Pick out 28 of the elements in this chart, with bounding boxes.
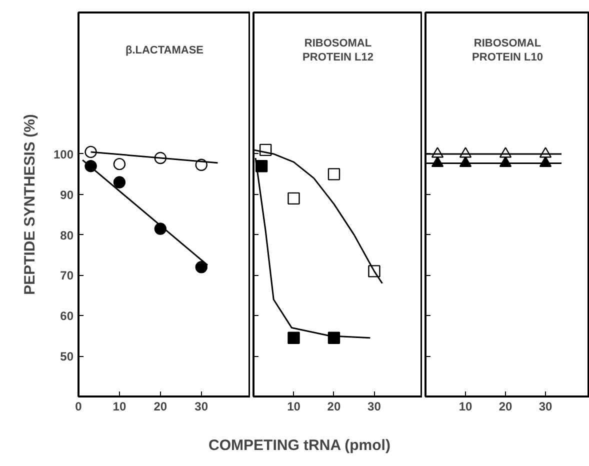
- text: RIBOSOMAL PROTEIN L10: [472, 37, 543, 64]
- x-tick-label: 20: [327, 400, 341, 414]
- y-tick-label: 70: [60, 268, 74, 283]
- x-tick-label: 20: [498, 400, 512, 414]
- point: [288, 192, 300, 205]
- x-tick-label: 30: [194, 400, 208, 414]
- point: [84, 146, 97, 158]
- point: [288, 332, 300, 344]
- x-tick-label: 10: [287, 400, 301, 414]
- x-tick-label: 10: [112, 400, 126, 414]
- x-tick-label: 0: [75, 400, 82, 414]
- point: [328, 168, 340, 180]
- text: RIBOSOMAL PROTEIN L12: [302, 37, 374, 64]
- y-tick-label: 100: [53, 147, 74, 162]
- x-tick-label: 30: [368, 400, 382, 414]
- y-tick-label: 60: [60, 309, 74, 324]
- x-axis-title: COMPETING tRNA (pmol): [208, 436, 390, 456]
- y-tick-label: 80: [60, 228, 74, 242]
- x-tick-label: 20: [154, 400, 168, 414]
- y-tick-label: 50: [60, 350, 74, 364]
- point: [113, 158, 126, 170]
- x-tick-label: 10: [458, 400, 472, 414]
- text: β.LACTAMASE: [126, 44, 204, 56]
- y-axis-title: PEPTIDE SYNTHESIS (%): [21, 114, 38, 295]
- y-tick-label: 90: [60, 188, 74, 202]
- x-tick-label: 30: [538, 400, 552, 414]
- point: [113, 176, 126, 188]
- point: [195, 261, 208, 274]
